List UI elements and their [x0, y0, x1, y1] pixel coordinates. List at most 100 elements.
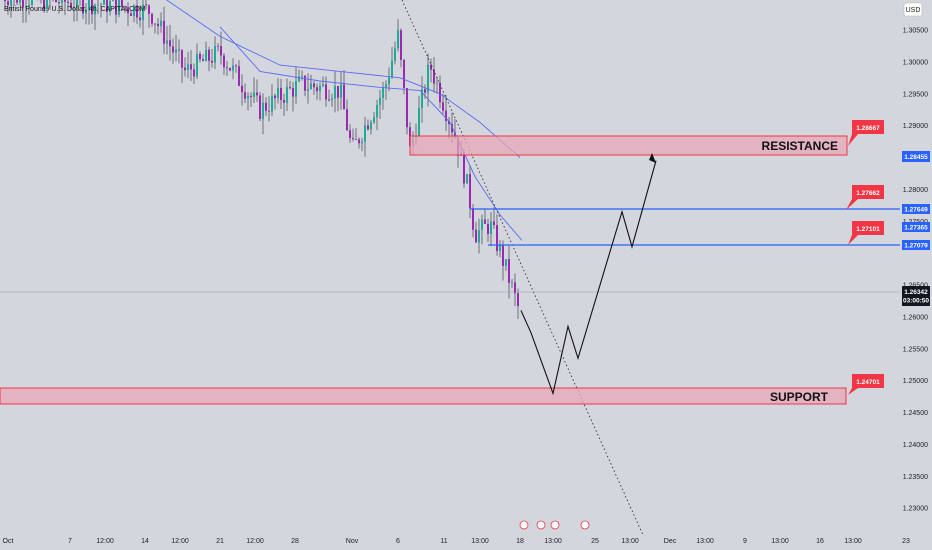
event-flash-icon	[519, 520, 529, 530]
time-tick-label: Nov	[346, 538, 359, 545]
candle-body	[151, 13, 153, 24]
support-zone[interactable]	[0, 387, 847, 405]
price-axis[interactable]: 1.305001.300001.295001.290001.280001.275…	[900, 0, 932, 516]
candle-body	[154, 23, 156, 25]
candle-body	[220, 46, 222, 56]
candle-body	[430, 64, 432, 70]
tag-resistance[interactable]: 1.28667	[848, 120, 884, 146]
candle-body	[364, 125, 366, 142]
time-axis[interactable]: Oct 7 12:00 14 12:00 21 12:00 28 Nov 6 11 13:00 18 13…	[3, 538, 910, 545]
candle-body	[127, 7, 129, 14]
tag-level-lower[interactable]: 1.27101	[848, 221, 884, 245]
price-tick-label: 1.30000	[903, 59, 928, 66]
candle-body	[19, 0, 21, 3]
candle-body	[325, 84, 327, 100]
candle-body	[283, 99, 285, 103]
price-tick-label: 1.28000	[903, 187, 928, 194]
candle-body	[427, 64, 429, 93]
candle-body	[424, 89, 426, 93]
candle-body	[262, 102, 264, 119]
candle-body	[304, 75, 306, 91]
candle-body	[373, 117, 375, 123]
candle-body	[394, 48, 396, 61]
candle-body	[397, 30, 399, 49]
resistance-zone[interactable]	[409, 135, 848, 156]
candle-body	[22, 0, 24, 8]
candle-body	[517, 293, 519, 306]
candle-body	[256, 92, 258, 96]
candle-body	[343, 84, 345, 110]
candle-body	[223, 55, 225, 68]
candle-body	[250, 95, 252, 97]
candle-body	[193, 69, 195, 77]
tag-level-lower-text: 1.27101	[856, 226, 880, 233]
event-icons[interactable]	[519, 520, 590, 530]
dotted-trendline[interactable]	[401, 0, 644, 536]
candle-body	[391, 60, 393, 78]
candle-body	[244, 92, 246, 99]
candle-body	[292, 88, 294, 97]
time-tick-label: 14	[141, 538, 149, 545]
projection-path[interactable]	[520, 160, 657, 396]
symbol-title: British Pound / U.S. Dollar, 4h, CAPITAL…	[4, 6, 146, 13]
tag-resistance-text: 1.28667	[856, 125, 880, 132]
candle-body	[97, 4, 99, 6]
time-tick-label: 12:00	[171, 538, 189, 545]
time-tick-label: 13:00	[771, 538, 789, 545]
tag-level-upper[interactable]: 1.27662	[846, 185, 884, 210]
candle-body	[277, 87, 279, 99]
candle-body	[217, 45, 219, 47]
price-tick-label: 1.23500	[903, 474, 928, 481]
candle-body	[148, 5, 150, 14]
candle-body	[328, 99, 330, 101]
price-tick-label: 1.24000	[903, 442, 928, 449]
candle-body	[382, 87, 384, 98]
candle-body	[505, 259, 507, 266]
tag-support[interactable]: 1.24701	[848, 374, 884, 395]
candle-body	[166, 40, 168, 44]
candle-body	[463, 151, 465, 184]
ma-line-fast	[219, 26, 523, 241]
time-tick-label: Dec	[664, 538, 677, 545]
candle-body	[502, 245, 504, 266]
candle-body	[160, 20, 162, 27]
price-tick-label: 1.25000	[903, 378, 928, 385]
time-tick-label: 28	[291, 538, 299, 545]
candle-body	[121, 0, 123, 7]
candle-body	[388, 77, 390, 85]
candle-body	[313, 83, 315, 88]
candle-body	[16, 0, 18, 3]
candle-body	[439, 82, 441, 103]
candle-body	[4, 0, 6, 2]
price-tick-label: 1.26000	[903, 314, 928, 321]
candle-body	[514, 282, 516, 294]
price-tick-label: 1.29500	[903, 91, 928, 98]
candle-body	[226, 67, 228, 69]
candle-body	[274, 95, 276, 99]
candle-body	[280, 87, 282, 100]
candle-body	[370, 122, 372, 130]
candle-body	[199, 53, 201, 60]
candle-body	[205, 49, 207, 61]
candle-body	[85, 9, 87, 14]
candle-body	[124, 6, 126, 8]
currency-box[interactable]: USD	[903, 2, 923, 17]
candle-body	[181, 50, 183, 68]
candle-body	[43, 0, 45, 9]
candle-body	[238, 66, 240, 86]
candle-body	[247, 95, 249, 99]
candle-body	[406, 88, 408, 128]
candle-body	[445, 110, 447, 122]
price-tick-label: 1.25500	[903, 346, 928, 353]
candle-body	[169, 40, 171, 47]
time-tick-label: 13:00	[621, 538, 639, 545]
candle-body	[334, 85, 336, 99]
candle-body	[322, 84, 324, 86]
candle-body	[196, 53, 198, 77]
candle-body	[298, 76, 300, 82]
candle-body	[436, 82, 438, 84]
candle-body	[385, 84, 387, 88]
candle-body	[91, 0, 93, 15]
